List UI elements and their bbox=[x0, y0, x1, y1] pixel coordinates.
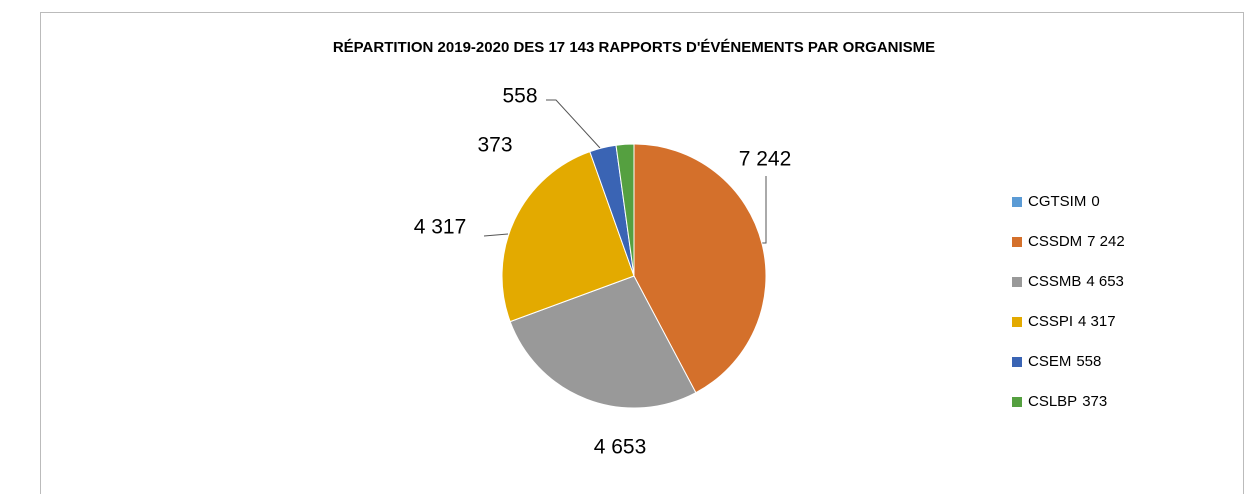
legend-swatch bbox=[1012, 397, 1022, 407]
legend-swatch bbox=[1012, 277, 1022, 287]
legend-name: CSSDM bbox=[1028, 233, 1082, 250]
legend-swatch bbox=[1012, 357, 1022, 367]
legend-name: CSLBP bbox=[1028, 393, 1077, 410]
data-label: 4 653 bbox=[594, 436, 647, 459]
legend-label: CSSMB 4 653 bbox=[1028, 273, 1124, 290]
legend-value: 7 242 bbox=[1087, 233, 1125, 250]
leader-line bbox=[762, 176, 767, 244]
legend-value: 4 653 bbox=[1086, 273, 1124, 290]
pie-slice bbox=[633, 143, 767, 394]
pie-slice bbox=[615, 143, 635, 277]
legend-label: CSLBP 373 bbox=[1028, 393, 1107, 410]
legend-value: 4 317 bbox=[1078, 313, 1116, 330]
legend-swatch bbox=[1012, 237, 1022, 247]
legend-value: 373 bbox=[1082, 393, 1107, 410]
legend-value: 558 bbox=[1076, 353, 1101, 370]
legend-value: 0 bbox=[1091, 193, 1099, 210]
legend-swatch bbox=[1012, 317, 1022, 327]
data-label: 7 242 bbox=[739, 148, 792, 171]
legend-label: CSEM 558 bbox=[1028, 353, 1101, 370]
data-label: 373 bbox=[477, 134, 512, 157]
legend-name: CSSMB bbox=[1028, 273, 1081, 290]
pie-slice bbox=[509, 275, 697, 409]
legend-label: CSSPI 4 317 bbox=[1028, 313, 1116, 330]
data-label: 4 317 bbox=[414, 216, 467, 239]
legend-name: CSSPI bbox=[1028, 313, 1073, 330]
leader-line bbox=[546, 99, 601, 149]
legend-name: CGTSIM bbox=[1028, 193, 1086, 210]
legend-label: CGTSIM 0 bbox=[1028, 193, 1100, 210]
legend-name: CSEM bbox=[1028, 353, 1071, 370]
pie-slice bbox=[501, 150, 635, 323]
leader-line bbox=[483, 233, 509, 237]
legend-swatch bbox=[1012, 197, 1022, 207]
legend-label: CSSDM 7 242 bbox=[1028, 233, 1125, 250]
chart-title: RÉPARTITION 2019-2020 DES 17 143 RAPPORT… bbox=[333, 39, 935, 56]
data-label: 558 bbox=[502, 85, 537, 108]
